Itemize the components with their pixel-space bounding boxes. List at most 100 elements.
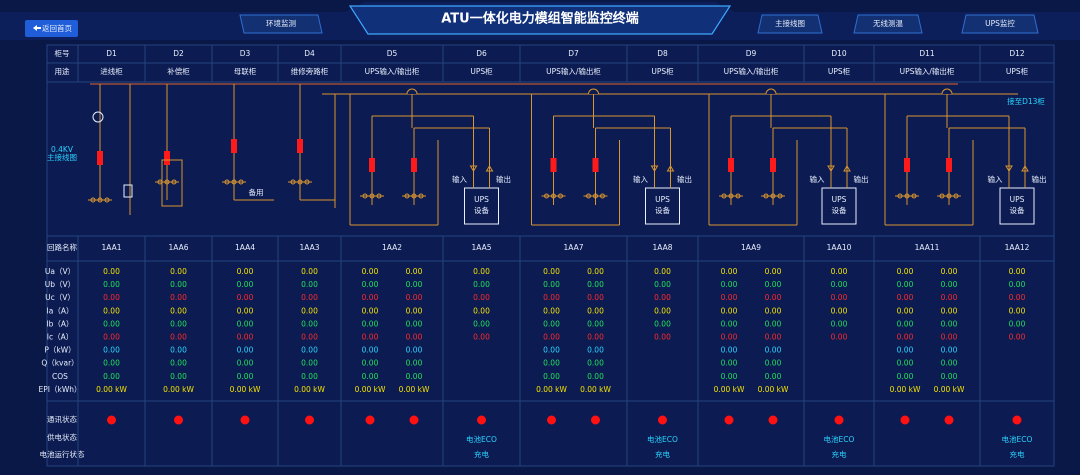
reading: 0.00 — [301, 319, 318, 328]
cabinet-id: D12 — [1009, 49, 1025, 58]
reading: 0.00 — [721, 346, 738, 355]
comm-status — [365, 415, 375, 425]
cabinet-id: D9 — [746, 49, 757, 58]
nav-button[interactable]: 无线测温 — [873, 18, 903, 28]
reading: 0.00 — [587, 280, 604, 289]
power-state: 电池ECO — [1002, 434, 1033, 444]
reading: 0.00 — [897, 293, 914, 302]
nav-button-bg[interactable] — [961, 14, 1039, 34]
reading: 0.00 — [543, 280, 560, 289]
title-frame — [348, 5, 732, 35]
nav-button-bg[interactable] — [853, 14, 923, 34]
ups-box — [999, 187, 1035, 225]
battery-state: 充电 — [655, 449, 670, 459]
breaker — [550, 158, 557, 172]
comm-status — [900, 415, 910, 425]
nav-button[interactable]: UPS监控 — [985, 18, 1015, 28]
cabinet-id: D1 — [106, 49, 117, 58]
reading: 0.00 — [1009, 306, 1026, 315]
reading: 0.00 — [406, 319, 423, 328]
ups-label: 设备 — [655, 205, 670, 215]
cabinet-id: D5 — [387, 49, 398, 58]
ups-out: 输出 — [677, 174, 692, 184]
reading: 0.00 — [897, 319, 914, 328]
measure-label: EPI（kWh） — [39, 385, 82, 394]
reading: 0.00 — [897, 372, 914, 381]
reading: 0.00 — [170, 319, 187, 328]
measure-label: P（kW） — [44, 346, 75, 355]
cabinet-id: D2 — [173, 49, 184, 58]
reading: 0.00 — [587, 306, 604, 315]
breaker — [297, 139, 303, 153]
reading: 0.00 — [765, 280, 782, 289]
breaker — [728, 158, 734, 172]
reading: 0.00 — [170, 346, 187, 355]
reading: 0.00 — [301, 359, 318, 368]
reading: 0.00 — [897, 359, 914, 368]
breaker — [369, 158, 375, 172]
reading: 0.00 — [654, 293, 671, 302]
reading: 0.00 — [831, 267, 848, 276]
nav-left[interactable]: 环境监测 — [239, 14, 323, 34]
reading: 0.00 — [362, 359, 379, 368]
cabinet-use: 维修旁路柜 — [291, 66, 329, 76]
cabinet-use: UPS柜 — [828, 66, 851, 76]
back-button[interactable]: 返回首页 — [25, 20, 78, 37]
reading: 0.00 — [765, 319, 782, 328]
reading: 0.00 — [103, 346, 120, 355]
reading: 0.00 — [301, 372, 318, 381]
battery-state: 充电 — [832, 449, 847, 459]
ups-out: 输出 — [1032, 174, 1047, 184]
reading: 0.00 — [473, 267, 490, 276]
compensator — [161, 159, 183, 207]
arrow — [469, 165, 494, 172]
bus-jump — [406, 88, 418, 95]
reading: 0.00 — [170, 267, 187, 276]
reading: 0.00 kW — [399, 385, 430, 394]
measure-label: Ub（V） — [45, 280, 75, 289]
comm-status — [409, 415, 419, 425]
reading: 0.00 — [301, 280, 318, 289]
comm-status — [591, 415, 600, 425]
ups-label: UPS — [474, 195, 489, 204]
reading: 0.00 — [654, 333, 671, 342]
nav-button[interactable]: 环境监测 — [266, 18, 296, 28]
back-label[interactable]: 返回首页 — [42, 23, 72, 33]
reading: 0.00 — [941, 267, 958, 276]
reading: 0.00 — [362, 333, 379, 342]
reading: 0.00 — [587, 346, 604, 355]
circuit-name: 1AA1 — [101, 243, 121, 252]
reading: 0.00 — [1009, 267, 1026, 276]
reading: 0.00 — [543, 319, 560, 328]
bus-jump — [765, 88, 777, 95]
cabinet-use: UPS输入/输出柜 — [546, 66, 601, 76]
nav-button-bg[interactable] — [239, 14, 323, 34]
cabinet-use: 进线柜 — [100, 66, 123, 76]
reading: 0.00 — [831, 293, 848, 302]
reading: 0.00 — [237, 359, 254, 368]
reading: 0.00 — [301, 306, 318, 315]
measure-label: Ua（V） — [45, 267, 75, 276]
breaker — [411, 158, 417, 172]
bus-jump — [588, 88, 599, 95]
reading: 0.00 — [765, 372, 782, 381]
nav-right[interactable]: 主接线图 无线测温 UPS监控 — [757, 14, 1039, 34]
ups-label: UPS — [832, 195, 847, 204]
arrow — [827, 165, 851, 172]
reading: 0.00 — [831, 280, 848, 289]
comm-status — [477, 415, 486, 425]
cabinet-use: 母联柜 — [234, 66, 257, 76]
nav-button-bg[interactable] — [757, 14, 823, 34]
cabinet-id: D7 — [568, 49, 579, 58]
reading: 0.00 — [721, 372, 738, 381]
back-button-bg[interactable] — [25, 20, 78, 37]
nav-button[interactable]: 主接线图 — [775, 18, 805, 28]
reading: 0.00 — [362, 293, 379, 302]
reading: 0.00 — [543, 359, 560, 368]
reading: 0.00 — [406, 333, 423, 342]
ups-label: 设备 — [474, 205, 489, 215]
reading: 0.00 kW — [758, 385, 789, 394]
reading: 0.00 — [103, 319, 120, 328]
ups-label: UPS — [1010, 195, 1025, 204]
